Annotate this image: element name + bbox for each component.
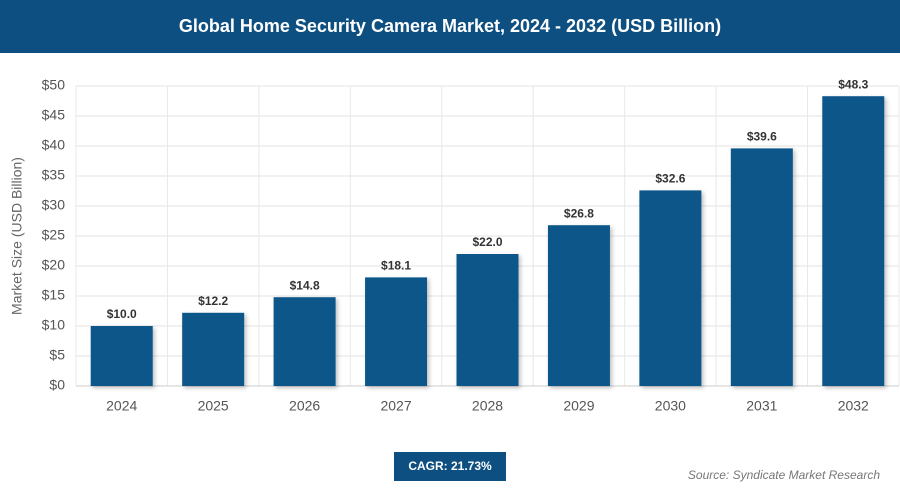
x-tick-label: 2026 bbox=[289, 398, 320, 414]
bar bbox=[639, 190, 702, 386]
bar bbox=[547, 225, 610, 386]
bar bbox=[182, 312, 245, 386]
y-tick-label: $50 bbox=[42, 77, 66, 93]
cagr-box bbox=[394, 452, 506, 481]
bar bbox=[730, 148, 793, 386]
y-tick-label: $10 bbox=[42, 317, 66, 333]
y-tick-label: $15 bbox=[42, 287, 66, 303]
value-label: $10.0 bbox=[107, 307, 137, 321]
bar bbox=[90, 326, 153, 386]
bar bbox=[365, 277, 428, 386]
y-tick-label: $35 bbox=[42, 167, 66, 183]
x-tick-label: 2029 bbox=[563, 398, 594, 414]
value-label: $32.6 bbox=[655, 172, 685, 186]
x-tick-label: 2032 bbox=[838, 398, 869, 414]
source-note: Source: Syndicate Market Research bbox=[688, 468, 880, 482]
value-label: $39.6 bbox=[747, 130, 777, 144]
x-tick-label: 2027 bbox=[380, 398, 411, 414]
y-tick-label: $30 bbox=[42, 197, 66, 213]
x-tick-label: 2024 bbox=[106, 398, 137, 414]
value-label: $22.0 bbox=[472, 235, 502, 249]
y-axis-title: Market Size (USD Billion) bbox=[9, 157, 25, 315]
x-tick-label: 2031 bbox=[746, 398, 777, 414]
header-band bbox=[0, 0, 900, 53]
chart-title: Global Home Security Camera Market, 2024… bbox=[179, 16, 721, 36]
y-tick-label: $20 bbox=[42, 257, 66, 273]
y-tick-label: $25 bbox=[42, 227, 66, 243]
x-tick-label: 2028 bbox=[472, 398, 503, 414]
bar bbox=[456, 254, 519, 386]
cagr-label: CAGR: 21.73% bbox=[408, 459, 492, 473]
y-tick-label: $45 bbox=[42, 107, 66, 123]
value-label: $26.8 bbox=[564, 206, 594, 220]
bar bbox=[273, 297, 336, 386]
value-label: $14.8 bbox=[290, 278, 320, 292]
y-tick-label: $0 bbox=[49, 377, 65, 393]
x-tick-label: 2025 bbox=[198, 398, 229, 414]
x-tick-label: 2030 bbox=[655, 398, 686, 414]
plot-area: $0 $5 $10 $15 $20 $25 $30 $35 $40 $45 $50 2024 $10.0… bbox=[42, 77, 900, 414]
value-label: $18.1 bbox=[381, 259, 411, 273]
value-label: $48.3 bbox=[838, 77, 868, 91]
y-tick-label: $5 bbox=[49, 347, 65, 363]
bar bbox=[822, 96, 885, 386]
y-tick-label: $40 bbox=[42, 137, 66, 153]
value-label: $12.2 bbox=[198, 294, 228, 308]
